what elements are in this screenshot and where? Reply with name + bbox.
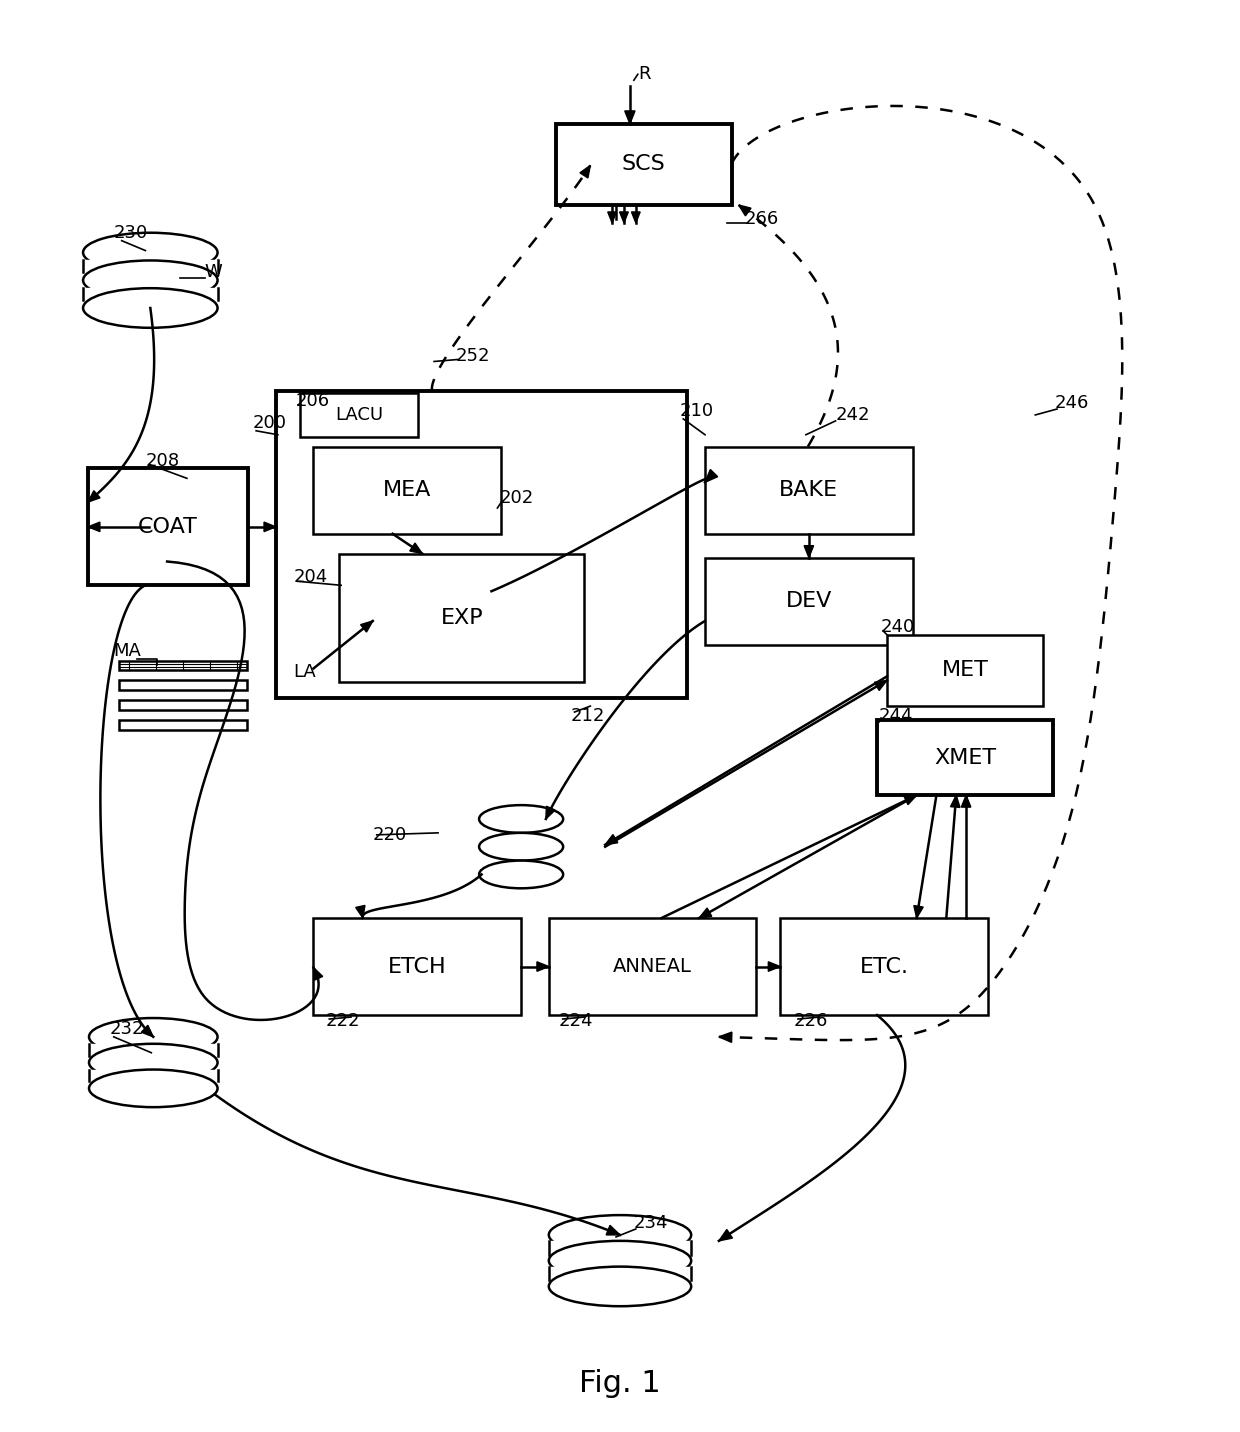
Text: ETC.: ETC. [859, 957, 909, 977]
Bar [706, 447, 913, 534]
Polygon shape [356, 905, 365, 918]
Polygon shape [914, 905, 924, 918]
Bar [119, 720, 247, 730]
Text: 226: 226 [794, 1012, 828, 1030]
Text: 240: 240 [882, 617, 915, 636]
Text: 230: 230 [114, 223, 148, 242]
Text: DEV: DEV [786, 591, 832, 611]
Text: XMET: XMET [934, 748, 996, 768]
Polygon shape [88, 491, 100, 503]
Ellipse shape [89, 1018, 217, 1055]
Bar [877, 720, 1053, 795]
Text: MA: MA [114, 642, 141, 660]
Ellipse shape [83, 261, 217, 301]
Ellipse shape [89, 1044, 217, 1081]
Ellipse shape [83, 233, 217, 272]
Ellipse shape [479, 833, 563, 861]
Bar [119, 700, 247, 710]
Polygon shape [699, 908, 712, 918]
Bar [340, 554, 584, 682]
Text: 252: 252 [456, 347, 490, 365]
Polygon shape [904, 795, 916, 805]
Bar [119, 680, 247, 690]
Text: LACU: LACU [335, 405, 383, 424]
Polygon shape [88, 523, 100, 531]
Text: 232: 232 [110, 1020, 144, 1038]
Bar [88, 468, 248, 586]
Bar [706, 557, 913, 644]
Polygon shape [631, 212, 640, 223]
Polygon shape [951, 795, 960, 808]
Polygon shape [361, 621, 373, 632]
Text: BAKE: BAKE [779, 480, 838, 500]
Polygon shape [620, 212, 629, 223]
Bar [549, 918, 756, 1015]
Text: W: W [205, 263, 222, 281]
Polygon shape [409, 543, 423, 554]
Bar [275, 391, 687, 699]
Ellipse shape [549, 1267, 691, 1306]
Text: EXP: EXP [440, 609, 484, 629]
Polygon shape [769, 962, 780, 971]
Text: LA: LA [294, 663, 316, 682]
Text: 224: 224 [559, 1012, 593, 1030]
Polygon shape [608, 212, 616, 223]
Polygon shape [537, 962, 549, 971]
Polygon shape [141, 1025, 154, 1037]
Polygon shape [719, 1032, 732, 1042]
Bar [300, 394, 418, 437]
Text: MET: MET [941, 660, 988, 680]
Text: 204: 204 [294, 569, 327, 586]
Polygon shape [706, 470, 718, 483]
Bar [780, 918, 988, 1015]
Text: Fig. 1: Fig. 1 [579, 1369, 661, 1398]
Text: 212: 212 [570, 707, 605, 725]
Polygon shape [625, 110, 635, 123]
Ellipse shape [89, 1070, 217, 1107]
Text: 200: 200 [252, 414, 286, 432]
Polygon shape [606, 1226, 620, 1234]
Text: 244: 244 [879, 707, 914, 725]
Ellipse shape [83, 288, 217, 328]
Polygon shape [874, 680, 887, 690]
Text: 220: 220 [373, 826, 407, 843]
Bar [119, 660, 247, 670]
Text: ETCH: ETCH [388, 957, 446, 977]
Polygon shape [804, 546, 813, 557]
Polygon shape [264, 523, 275, 531]
Polygon shape [314, 968, 322, 981]
Polygon shape [961, 795, 971, 808]
Text: 202: 202 [500, 490, 533, 507]
Polygon shape [719, 1230, 733, 1242]
Text: ANNEAL: ANNEAL [614, 957, 692, 977]
Polygon shape [580, 165, 590, 178]
Text: R: R [637, 66, 650, 83]
Ellipse shape [479, 861, 563, 888]
Text: 234: 234 [634, 1214, 668, 1232]
Text: MEA: MEA [383, 480, 432, 500]
Text: 222: 222 [325, 1012, 360, 1030]
Text: 242: 242 [836, 405, 870, 424]
Text: 246: 246 [1055, 394, 1090, 412]
Ellipse shape [479, 805, 563, 833]
Text: 210: 210 [680, 402, 713, 420]
Bar [314, 918, 521, 1015]
Bar [887, 634, 1043, 706]
Bar [556, 123, 732, 205]
Text: 206: 206 [295, 392, 330, 410]
Bar [314, 447, 501, 534]
Polygon shape [605, 835, 618, 845]
Polygon shape [739, 205, 751, 216]
Polygon shape [546, 806, 556, 819]
Ellipse shape [549, 1242, 691, 1280]
Text: SCS: SCS [621, 155, 666, 175]
Text: COAT: COAT [138, 517, 198, 537]
Ellipse shape [549, 1216, 691, 1254]
Text: 208: 208 [145, 451, 180, 470]
Text: 266: 266 [744, 211, 779, 228]
